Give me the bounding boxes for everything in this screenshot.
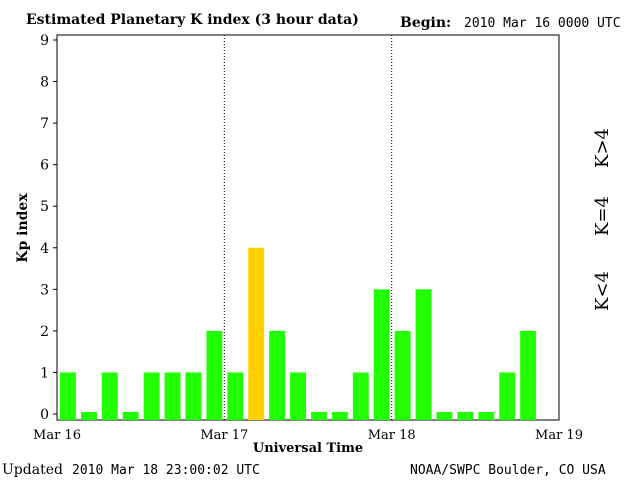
y-tick-label: 3: [40, 282, 49, 298]
x-tick-label: Mar 17: [200, 428, 248, 443]
day-separators: [223, 35, 393, 420]
kp-bar: [311, 412, 327, 420]
y-tick-label: 2: [40, 324, 49, 340]
kp-bar: [60, 372, 76, 420]
legend-high: K>4: [592, 128, 613, 168]
kp-bar: [436, 412, 453, 420]
source-credit: NOAA/SWPC Boulder, CO USA: [410, 463, 606, 478]
chart-title: Estimated Planetary K index (3 hour data…: [26, 12, 359, 28]
kp-bar: [101, 372, 118, 420]
bars: [60, 247, 537, 420]
updated-value: 2010 Mar 18 23:00:02 UTC: [72, 463, 260, 478]
kp-bar: [352, 372, 369, 420]
kp-bar: [373, 289, 390, 420]
kp-bar: [80, 412, 97, 420]
y-tick-label: 0: [40, 407, 49, 423]
begin-value: 2010 Mar 16 0000 UTC: [464, 16, 621, 31]
y-axis-title: Kp index: [15, 193, 31, 263]
updated-label: Updated: [2, 462, 63, 478]
kp-bar: [185, 372, 202, 420]
y-tick-label: 5: [40, 199, 49, 215]
x-tick-label: Mar 16: [33, 428, 81, 443]
plot-frame: [56, 34, 560, 421]
kp-bar: [248, 247, 265, 420]
kp-bar: [143, 372, 160, 420]
kp-bar: [269, 330, 286, 420]
kp-bar: [290, 372, 306, 420]
y-tick-label: 4: [40, 241, 49, 257]
kp-bar: [520, 330, 537, 420]
kp-bar: [478, 412, 495, 420]
kp-bar: [415, 289, 432, 420]
y-tick-label: 6: [40, 158, 49, 174]
y-tick-label: 9: [40, 33, 49, 49]
legend-low: K<4: [592, 271, 613, 311]
kp-bar: [164, 372, 181, 420]
y-axis-ticks: 0 1 2 3 4 5 6 7 8 9: [40, 33, 57, 423]
x-tick-label: Mar 18: [368, 428, 416, 443]
y-tick-label: 8: [40, 75, 49, 91]
y-tick-label: 1: [40, 365, 49, 381]
kp-bar: [227, 372, 244, 420]
kp-bar: [122, 412, 139, 420]
kp-bar: [206, 330, 223, 420]
begin-label: Begin:: [400, 15, 451, 31]
kp-bar: [331, 412, 348, 420]
x-axis-ticks: Mar 16 Mar 17 Mar 18 Mar 19: [33, 428, 583, 443]
kp-bar: [394, 330, 411, 420]
kp-bar: [499, 372, 516, 420]
x-axis-title: Universal Time: [253, 441, 363, 456]
legend-equal: K=4: [592, 196, 613, 236]
x-tick-label: Mar 19: [535, 428, 583, 443]
kp-bar: [457, 412, 474, 420]
y-tick-label: 7: [40, 116, 49, 132]
